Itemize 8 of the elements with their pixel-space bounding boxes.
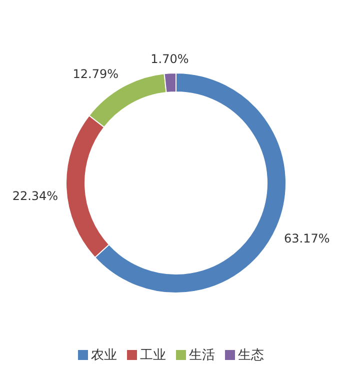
data-label: 22.34% [12,188,58,203]
data-label: 63.17% [284,231,330,246]
legend-label: 农业 [90,347,117,364]
legend-label: 生态 [237,347,264,364]
data-label: 12.79% [72,66,119,81]
legend-label: 工业 [139,347,166,364]
legend-label: 生活 [188,347,215,364]
data-label: 1.70% [150,52,189,66]
